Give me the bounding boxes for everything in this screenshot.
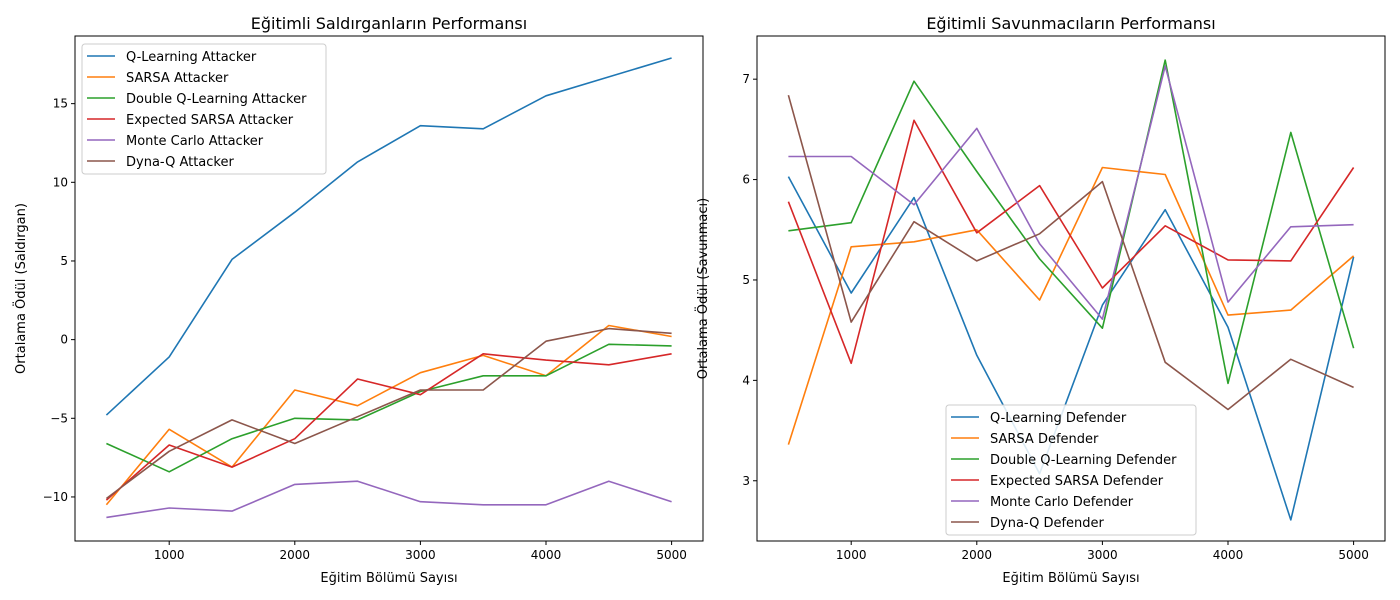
y-tick-label: 3 <box>742 474 750 488</box>
chart-title: Eğitimli Savunmacıların Performansı <box>926 14 1215 33</box>
legend-label: Expected SARSA Defender <box>990 474 1164 489</box>
legend-label: Q-Learning Defender <box>990 411 1127 426</box>
series-line-dyna-q-defender <box>787 94 1354 411</box>
legend-box <box>81 43 327 175</box>
legend-label: Monte Carlo Defender <box>990 495 1134 510</box>
x-tick-label: 2000 <box>962 548 993 562</box>
series-line-expected-sarsa-defender <box>787 119 1355 365</box>
chart-title: Eğitimli Saldırganların Performansı <box>251 14 527 33</box>
legend-label: Dyna-Q Defender <box>990 516 1105 531</box>
y-tick-label: −5 <box>50 411 68 425</box>
legend-box <box>945 404 1197 536</box>
legend-label: SARSA Attacker <box>126 71 229 86</box>
series-line-q-learning-defender <box>787 176 1355 521</box>
series-line-expected-sarsa-attacker <box>105 352 672 501</box>
y-axis-label: Ortalama Ödül (Saldırgan) <box>12 203 29 374</box>
x-tick-label: 4000 <box>531 548 562 562</box>
legend-label: Monte Carlo Attacker <box>126 134 264 149</box>
y-tick-label: 10 <box>53 175 68 189</box>
y-tick-label: 4 <box>742 373 750 387</box>
legend: Q-Learning Attacker SARSA Attacker Double … <box>81 43 327 175</box>
x-tick-label: 5000 <box>656 548 687 562</box>
legend-label: Double Q-Learning Defender <box>990 453 1177 468</box>
x-tick-label: 3000 <box>405 548 436 562</box>
series-line-dyna-q-attacker <box>105 327 672 500</box>
series-line-monte-carlo-defender <box>788 65 1354 320</box>
y-tick-label: 5 <box>742 273 750 287</box>
y-tick-label: 0 <box>60 333 68 347</box>
chart-defenders: 1000 2000 3000 4000 5000 3 4 5 6 7 Eğitimli Savunm… <box>694 14 1386 586</box>
x-tick-label: 5000 <box>1338 548 1369 562</box>
legend-label: Q-Learning Attacker <box>126 50 257 65</box>
y-tick-label: 15 <box>53 97 68 111</box>
series-line-sarsa-attacker <box>105 324 672 506</box>
legend: Q-Learning Defender SARSA Defender Double … <box>945 404 1197 536</box>
chart-attackers: 1000 2000 3000 4000 5000 −10 −5 0 5 10 15 Eğitimli … <box>12 14 704 586</box>
y-tick-label: 6 <box>742 173 750 187</box>
y-tick-label: 7 <box>742 72 750 86</box>
y-axis-label: Ortalama Ödül (Savunmacı) <box>694 198 711 379</box>
y-tick-label: −10 <box>43 490 68 504</box>
plot-area-frame <box>756 35 1386 542</box>
series-line-monte-carlo-attacker <box>106 480 672 519</box>
series-line-sarsa-defender <box>787 166 1355 445</box>
x-tick-label: 4000 <box>1213 548 1244 562</box>
x-tick-label: 1000 <box>154 548 185 562</box>
legend-label: SARSA Defender <box>990 432 1099 447</box>
series-line-double-q-learning-defender <box>788 59 1355 385</box>
y-tick-label: 5 <box>60 254 68 268</box>
legend-label: Expected SARSA Attacker <box>126 113 294 128</box>
legend-label: Dyna-Q Attacker <box>126 155 234 170</box>
x-axis-label: Eğitim Bölümü Sayısı <box>1002 571 1139 586</box>
x-tick-label: 1000 <box>836 548 867 562</box>
series-line-q-learning-attacker <box>105 57 672 416</box>
legend-label: Double Q-Learning Attacker <box>126 92 307 107</box>
x-tick-label: 2000 <box>280 548 311 562</box>
plot-area-frame <box>74 35 704 542</box>
x-tick-label: 3000 <box>1087 548 1118 562</box>
x-axis-label: Eğitim Bölümü Sayısı <box>320 571 457 586</box>
